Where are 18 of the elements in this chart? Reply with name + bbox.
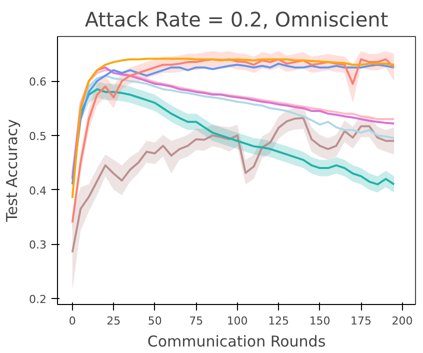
x-tick-label: 125 — [268, 314, 290, 328]
x-tick-label: 75 — [189, 314, 204, 328]
y-tick-label: 0.2 — [29, 293, 47, 306]
x-tick-label: 150 — [309, 314, 330, 328]
y-tick-label: 0.4 — [29, 184, 47, 198]
y-tick-label: 0.5 — [29, 130, 47, 143]
x-tick-label: 175 — [350, 314, 372, 328]
y-tick-label: 0.3 — [29, 238, 47, 252]
y-axis-title: Test Accuracy — [3, 118, 22, 223]
chart-title: Attack Rate = 0.2, Omniscient — [84, 8, 388, 32]
x-tick-label: 25 — [106, 314, 121, 328]
x-tick-label: 0 — [68, 314, 76, 328]
line-series — [71, 117, 396, 254]
x-tick-label: 100 — [226, 314, 248, 328]
x-tick-label: 200 — [392, 314, 413, 328]
x-axis-title: Communication Rounds — [147, 332, 326, 350]
x-tick-label: 50 — [148, 314, 162, 328]
y-tick-label: 0.6 — [29, 76, 47, 89]
